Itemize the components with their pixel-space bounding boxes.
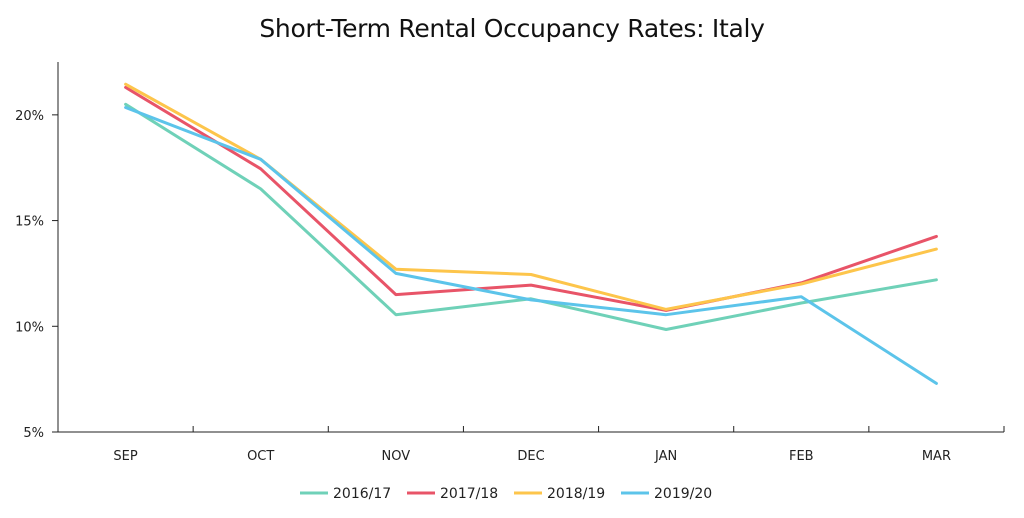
- y-tick-label: 20%: [15, 109, 44, 124]
- y-tick-label: 5%: [23, 426, 44, 441]
- y-tick-label: 10%: [15, 320, 44, 335]
- x-tick-label: JAN: [654, 449, 677, 464]
- series-line-2018-19: [124, 82, 938, 311]
- x-tick-label: NOV: [382, 449, 411, 464]
- y-tick-group: 5% 10% 15% 20%: [15, 109, 58, 441]
- x-tick-label: SEP: [113, 449, 137, 464]
- y-tick-label: 15%: [15, 215, 44, 230]
- legend: 2016/17 2017/18 2018/19 2019/20: [300, 486, 712, 502]
- x-tick-label: DEC: [517, 449, 544, 464]
- x-tick-label: FEB: [789, 449, 814, 464]
- series-group: [124, 82, 938, 385]
- legend-label: 2019/20: [654, 486, 712, 502]
- x-tick-group: SEP OCT NOV DEC JAN FEB MAR: [57, 426, 1005, 464]
- x-axis: SEP OCT NOV DEC JAN FEB MAR: [57, 426, 1005, 464]
- series-line-2017-18: [124, 85, 938, 312]
- legend-label: 2017/18: [440, 486, 498, 502]
- series-line-2016-17: [124, 102, 938, 331]
- y-axis: 5% 10% 15% 20%: [15, 62, 59, 441]
- x-tick-label: MAR: [922, 449, 951, 464]
- x-tick-label: OCT: [247, 449, 274, 464]
- series-line-2019-20: [124, 106, 938, 385]
- chart-title: Short-Term Rental Occupancy Rates: Italy: [259, 14, 765, 43]
- legend-label: 2016/17: [333, 486, 391, 502]
- legend-label: 2018/19: [547, 486, 605, 502]
